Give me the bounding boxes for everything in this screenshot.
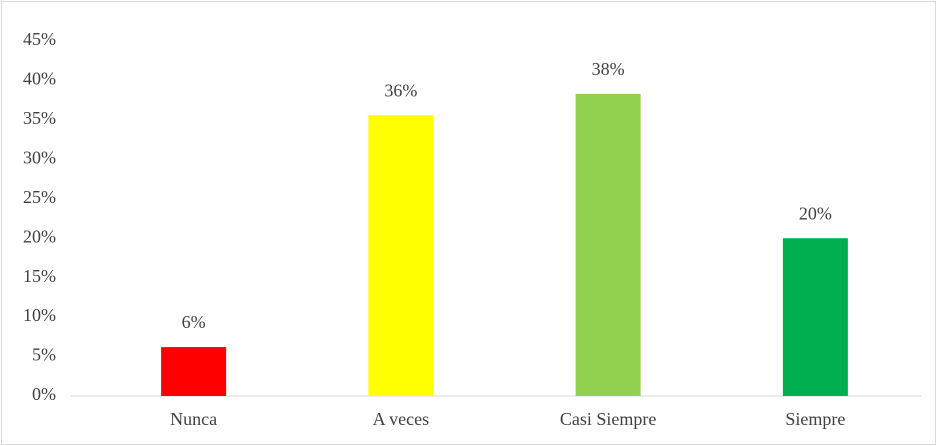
x-tick-label: Nunca: [170, 409, 217, 429]
y-tick-label: 10%: [23, 305, 56, 325]
data-label: 20%: [799, 203, 832, 223]
data-label: 36%: [384, 80, 417, 100]
y-tick-label: 15%: [23, 266, 56, 286]
x-tick-label: Casi Siempre: [560, 409, 657, 429]
x-tick-label: A veces: [373, 409, 429, 429]
y-tick-label: 30%: [23, 147, 56, 167]
y-tick-label: 35%: [23, 108, 56, 128]
bar: [368, 115, 434, 397]
x-tick-label: Siempre: [785, 409, 845, 429]
y-tick-label: 20%: [23, 226, 56, 246]
y-tick-label: 40%: [23, 69, 56, 89]
y-tick-label: 5%: [32, 345, 56, 365]
bar: [161, 347, 227, 396]
bar: [575, 93, 641, 396]
data-label: 38%: [592, 59, 625, 79]
y-tick-label: 45%: [23, 29, 56, 49]
y-tick-label: 0%: [32, 384, 56, 404]
y-tick-label: 25%: [23, 187, 56, 207]
bar: [782, 238, 848, 396]
data-label: 6%: [182, 312, 206, 332]
